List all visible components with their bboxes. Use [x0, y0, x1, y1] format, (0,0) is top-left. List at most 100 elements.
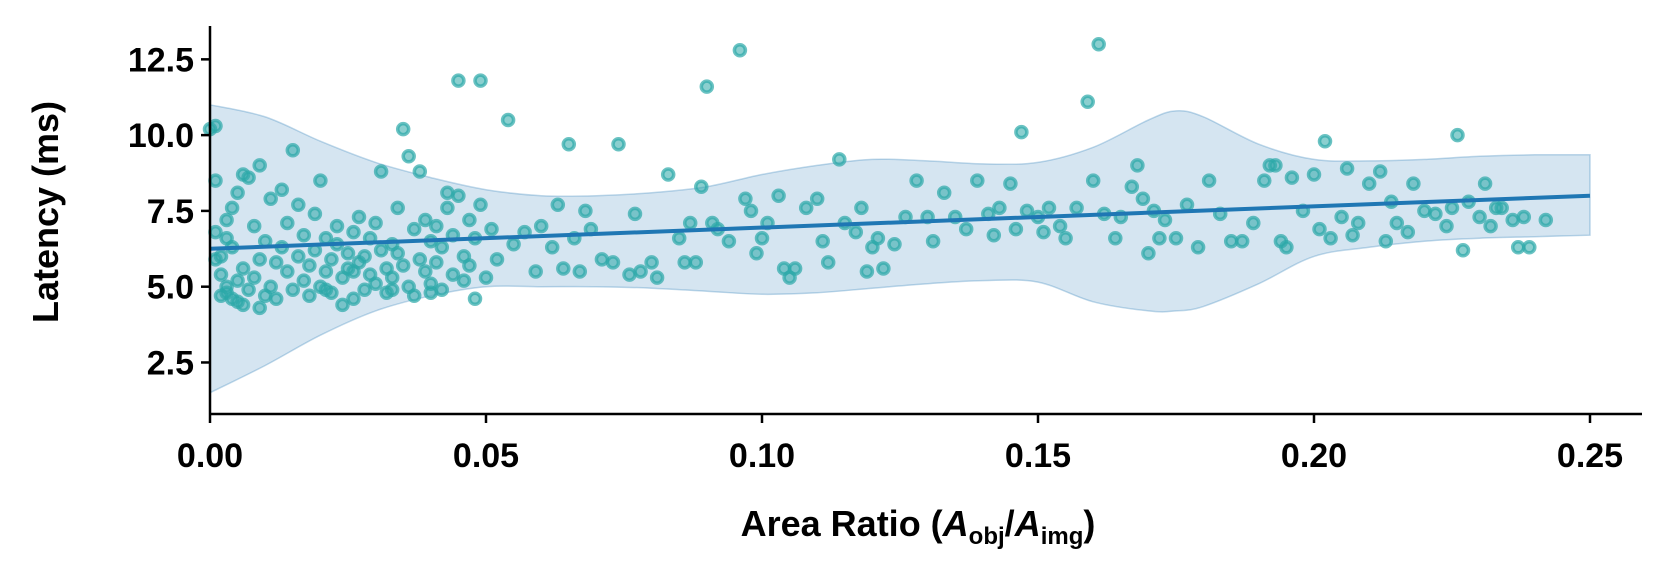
- data-point: [1389, 215, 1405, 231]
- x-axis-title-prefix: Area Ratio (: [741, 503, 943, 544]
- data-point: [859, 264, 875, 279]
- data-point: [230, 273, 245, 288]
- data-point: [1135, 191, 1151, 207]
- data-point: [1124, 179, 1140, 194]
- data-point: [395, 258, 411, 273]
- data-point: [688, 255, 704, 270]
- data-point: [478, 270, 494, 285]
- x-axis-title-sub2: img: [1041, 523, 1084, 550]
- data-point: [318, 264, 334, 279]
- data-point: [1080, 94, 1095, 110]
- data-point: [1317, 133, 1333, 149]
- data-point: [340, 246, 356, 261]
- data-point: [1455, 243, 1471, 258]
- data-point: [738, 191, 753, 207]
- data-point: [489, 252, 505, 267]
- data-point: [1477, 176, 1493, 191]
- data-point: [451, 73, 466, 88]
- data-point: [605, 255, 621, 270]
- data-point: [1268, 158, 1283, 173]
- data-point: [1279, 240, 1294, 255]
- data-point: [1312, 221, 1327, 237]
- data-point: [418, 212, 433, 228]
- data-point: [671, 230, 687, 246]
- data-point: [694, 179, 709, 194]
- data-point: [318, 282, 334, 297]
- data-point: [246, 218, 262, 234]
- data-point: [263, 191, 278, 207]
- data-point: [1130, 158, 1145, 173]
- data-point: [1008, 221, 1024, 237]
- data-point: [732, 42, 748, 58]
- data-point: [440, 200, 455, 216]
- data-point: [346, 224, 361, 240]
- data-point: [208, 224, 223, 240]
- data-point: [357, 249, 372, 264]
- x-axis-title-sub1: obj: [969, 523, 1005, 550]
- data-point: [235, 297, 251, 313]
- data-point: [357, 282, 372, 297]
- data-point: [1014, 124, 1029, 140]
- data-point: [473, 197, 488, 213]
- data-point: [324, 252, 339, 267]
- data-point: [627, 206, 643, 222]
- data-point: [1361, 176, 1377, 191]
- data-point: [274, 182, 290, 197]
- data-point: [1400, 224, 1416, 240]
- data-point: [296, 227, 312, 243]
- data-point: [285, 143, 301, 158]
- data-point: [544, 240, 560, 255]
- data-point: [213, 267, 229, 282]
- data-point: [1339, 161, 1355, 176]
- data-point: [224, 200, 240, 216]
- data-point: [296, 273, 312, 288]
- data-point: [395, 121, 411, 137]
- data-point: [213, 288, 229, 304]
- data-point: [307, 206, 323, 222]
- data-point: [423, 285, 439, 301]
- data-point: [456, 273, 472, 288]
- data-point: [682, 215, 698, 231]
- data-point: [1152, 230, 1167, 246]
- data-point: [561, 136, 577, 152]
- data-point: [754, 230, 770, 246]
- data-point: [268, 255, 284, 270]
- data-point: [429, 255, 444, 270]
- data-point: [870, 230, 886, 246]
- axes: [201, 26, 1642, 423]
- data-point: [1522, 240, 1537, 255]
- data-point: [235, 261, 251, 276]
- data-point: [876, 261, 891, 276]
- data-point: [401, 149, 416, 164]
- data-point: [1372, 164, 1388, 179]
- data-point: [1350, 215, 1366, 231]
- data-point: [500, 112, 516, 128]
- data-point: [1091, 36, 1106, 52]
- data-point: [1483, 218, 1498, 234]
- data-point: [252, 252, 267, 267]
- data-point: [1450, 127, 1465, 143]
- data-point: [958, 221, 974, 237]
- data-point: [1041, 200, 1057, 216]
- data-point: [384, 270, 400, 285]
- data-point: [208, 118, 223, 134]
- data-point: [280, 264, 295, 279]
- data-point: [434, 240, 450, 255]
- data-point: [418, 264, 433, 279]
- data-point: [1284, 170, 1300, 185]
- data-point: [1323, 230, 1338, 246]
- data-point: [1141, 246, 1156, 261]
- data-point: [384, 282, 400, 297]
- data-point: [820, 255, 836, 270]
- data-point: [313, 173, 328, 188]
- data-point: [749, 246, 764, 261]
- data-point: [462, 258, 477, 273]
- data-point: [848, 224, 864, 240]
- x-tick-label: 0.15: [1005, 437, 1071, 475]
- data-point: [412, 252, 428, 267]
- x-axis-title-a1: A: [942, 503, 969, 544]
- x-axis-title-a2: A: [1014, 503, 1041, 544]
- data-point: [649, 270, 665, 285]
- data-point: [219, 212, 234, 228]
